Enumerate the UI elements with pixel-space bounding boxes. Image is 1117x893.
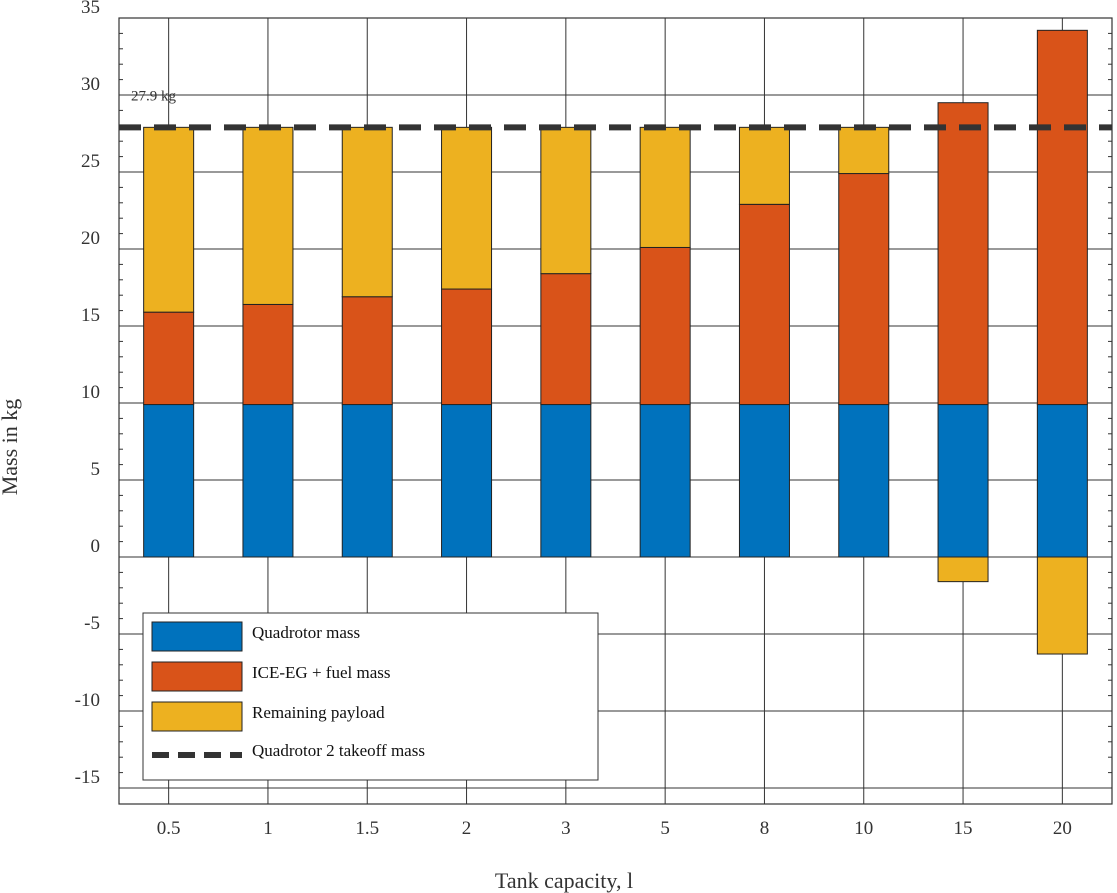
bar-segment-remaining-payload: [441, 126, 493, 290]
bar-segment-remaining-payload: [143, 126, 195, 313]
bar-segment-remaining-payload: [838, 126, 890, 175]
bar-segment-quadrotor-mass: [639, 404, 691, 558]
bar-segment-ice-eg-fuel-mass: [738, 203, 790, 406]
x-tick-label: 0.5: [157, 818, 181, 839]
x-tick-label: 10: [854, 818, 873, 839]
bar-segment-remaining-payload: [540, 126, 592, 275]
y-tick-label: 5: [91, 459, 101, 480]
bar-segment-remaining-payload: [738, 126, 790, 205]
bar-segment-remaining-payload: [341, 126, 393, 298]
reference-annotation: 27.9 kg: [131, 88, 177, 104]
bar-segment-quadrotor-mass: [143, 404, 195, 558]
y-tick-label: 0: [91, 536, 101, 557]
y-tick-label: 25: [81, 151, 100, 172]
legend-item-quadrotor-mass: Quadrotor mass: [151, 621, 360, 652]
legend-label-quadrotor-mass: Quadrotor mass: [252, 623, 360, 642]
bar-segment-quadrotor-mass: [242, 404, 294, 558]
legend-swatch-quadrotor-mass: [151, 621, 243, 652]
y-tick-label: 30: [81, 74, 100, 95]
x-tick-label: 15: [954, 818, 973, 839]
bar-segment-quadrotor-mass: [838, 404, 890, 558]
legend-swatch-remaining-payload: [151, 701, 243, 732]
bar-segment-ice-eg-fuel-mass: [937, 102, 989, 406]
x-tick-label: 8: [760, 818, 770, 839]
bar-segment-ice-eg-fuel-mass: [441, 288, 493, 406]
bar-segment-remaining-payload: [639, 126, 691, 248]
legend-label-ice-eg-fuel-mass: ICE-EG + fuel mass: [252, 663, 390, 682]
x-tick-label: 1: [263, 818, 273, 839]
legend-swatch-ice-eg-fuel-mass: [151, 661, 243, 692]
bar-segment-ice-eg-fuel-mass: [1036, 29, 1088, 406]
legend-item-ice-eg-fuel-mass: ICE-EG + fuel mass: [151, 661, 390, 692]
bar-segment-ice-eg-fuel-mass: [639, 246, 691, 406]
y-tick-label: -15: [75, 767, 100, 788]
y-tick-label: 35: [81, 0, 100, 18]
y-tick-label: -5: [84, 613, 100, 634]
plot-frame: [118, 17, 1113, 805]
bars: [143, 29, 1088, 655]
bar-segment-quadrotor-mass: [937, 404, 989, 558]
bar-segment-ice-eg-fuel-mass: [143, 311, 195, 406]
bar-segment-remaining-payload: [1036, 556, 1088, 655]
bar-segment-quadrotor-mass: [441, 404, 493, 558]
x-tick-label: 1.5: [355, 818, 379, 839]
x-tick-label: 2: [462, 818, 472, 839]
x-axis-label: Tank capacity, l: [495, 868, 633, 893]
x-tick-label: 3: [561, 818, 571, 839]
bar-segment-ice-eg-fuel-mass: [242, 303, 294, 406]
x-tick-label: 5: [660, 818, 670, 839]
y-tick-labels: 35 30 25 20 15 10 5 0 -5 -10 -15: [75, 0, 100, 788]
legend-item-takeoff-mass: Quadrotor 2 takeoff mass: [152, 741, 425, 760]
axes-box: [118, 17, 1113, 805]
bar-segment-ice-eg-fuel-mass: [341, 296, 393, 406]
bar-segment-remaining-payload: [242, 126, 294, 305]
x-tick-labels: 0.5 1 1.5 2 3 5 8 10 15 20: [157, 818, 1072, 839]
y-tick-label: 20: [81, 228, 100, 249]
bar-segment-ice-eg-fuel-mass: [540, 273, 592, 406]
y-tick-label: 10: [81, 382, 100, 403]
legend-label-takeoff-mass: Quadrotor 2 takeoff mass: [252, 741, 425, 760]
bar-segment-quadrotor-mass: [738, 404, 790, 558]
bar-segment-quadrotor-mass: [341, 404, 393, 558]
bar-segment-quadrotor-mass: [1036, 404, 1088, 558]
x-tick-label: 20: [1053, 818, 1072, 839]
y-tick-label: -10: [75, 690, 100, 711]
y-tick-label: 15: [81, 305, 100, 326]
legend-item-remaining-payload: Remaining payload: [151, 701, 385, 732]
bar-segment-quadrotor-mass: [540, 404, 592, 558]
bar-segment-ice-eg-fuel-mass: [838, 173, 890, 406]
legend: Quadrotor mass ICE-EG + fuel mass Remain…: [142, 612, 599, 781]
legend-label-remaining-payload: Remaining payload: [252, 703, 385, 722]
bar-segment-remaining-payload: [937, 556, 989, 583]
y-axis-label: Mass in kg: [0, 399, 22, 496]
